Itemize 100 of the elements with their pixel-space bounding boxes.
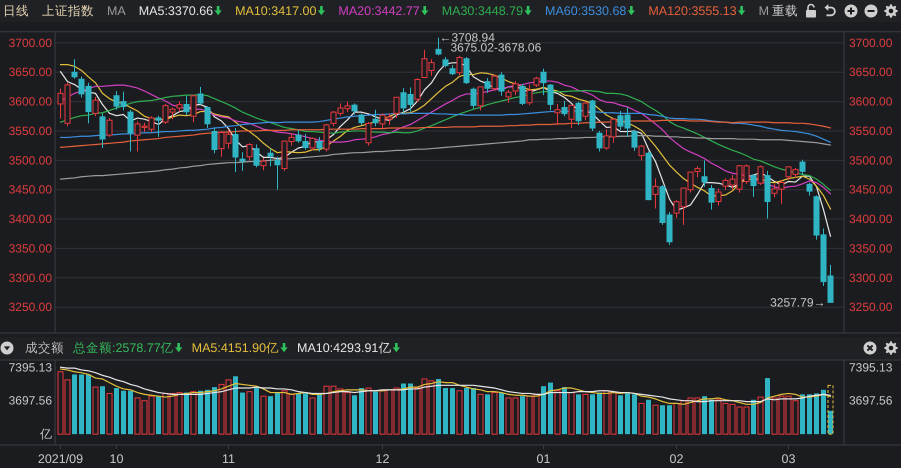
candlestick [190,94,196,123]
y-tick-label: 亿 [39,427,52,442]
text: MA120:3555.13 [648,4,737,18]
y-tick-label: 7395.13 [8,360,52,374]
candlestick [716,188,722,206]
bar [72,374,77,434]
candlestick [590,99,596,132]
y-tick-label: 3400.00 [8,212,52,226]
candlestick [414,78,420,102]
y2-tick-label: 3300.00 [849,270,893,285]
candlestick [470,87,476,110]
bar [758,396,764,435]
bar [275,392,280,434]
candlestick [366,122,372,146]
chart-title: 上证指数 [42,4,94,18]
y2-tick-label: 7395.13 [849,360,893,374]
text: MA5:3370.66 [138,4,214,18]
bar [548,382,553,434]
candlestick [394,96,400,119]
bar [359,388,364,434]
text: MA5:4151.90亿 [192,341,280,355]
bar [303,393,308,434]
y2-tick-label: 3500.00 [849,153,893,168]
bar [597,392,602,434]
y2-tick-label: 3700.00 [849,36,893,50]
candlestick [540,68,546,96]
bar [807,394,812,434]
candlestick [498,72,504,96]
y-tick-label: 3700.00 [8,36,52,50]
bar [100,386,105,434]
y2-tick-label: 3650.00 [849,65,893,80]
bar [478,394,484,435]
candlestick [758,165,764,186]
bar [401,384,406,434]
candlestick [596,130,602,152]
x-tick-label: 10 [110,452,124,466]
bar [86,374,91,434]
bar [702,396,707,434]
legend-title: MA [107,4,126,18]
candlestick [646,151,652,201]
candlestick [526,84,532,106]
candlestick [176,101,182,112]
y2-tick-label: 3400.00 [849,212,893,226]
x-tick-label: 01 [536,452,550,466]
y-tick-label: 3350.00 [8,241,52,256]
candlestick [100,112,106,148]
text: M [758,4,770,18]
candlestick [632,129,638,152]
candlestick [520,83,526,106]
annotation: 3675.02-3678.06 [450,40,542,55]
candlestick [436,37,442,56]
candlestick [576,101,582,126]
x-tick-label: 2021/09 [38,452,84,466]
y-tick-label: 3697.56 [8,394,52,408]
bar [92,386,98,435]
candlestick [478,86,484,111]
candlestick [358,112,364,126]
x-tick-label: 11 [222,452,236,466]
bar [106,392,112,435]
candlestick [582,101,588,121]
bar [246,391,252,435]
candlestick [562,100,568,117]
bar [254,388,259,434]
candlestick [708,184,714,210]
bar [652,404,658,435]
bar [471,388,476,434]
candlestick [372,109,378,127]
candlestick [534,76,540,88]
bar [260,396,266,435]
candlestick [450,64,456,76]
candlestick [128,109,134,152]
x-tick-label: 12 [376,452,390,466]
y-tick-label: 3500.00 [8,153,52,168]
bar [366,388,372,435]
candlestick [260,157,266,171]
x-tick-label: 02 [670,452,684,466]
bar [268,396,273,434]
candlestick [184,95,190,116]
y-tick-label: 3300.00 [8,270,52,285]
line-series [60,135,832,180]
bar [485,394,490,434]
candlestick [702,160,708,188]
candlestick [638,144,644,161]
text: MA20:3442.77 [338,4,420,18]
candlestick [464,56,470,84]
candlestick [106,118,112,138]
candlestick [806,182,812,196]
bar [456,390,462,435]
candlestick [232,128,238,173]
candlestick [72,58,78,80]
y2-tick-label: 3350.00 [849,241,893,256]
candlestick [204,106,210,129]
bar [582,394,588,435]
bar [121,390,126,434]
candlestick [240,152,246,172]
bar [198,390,203,434]
bar [576,394,581,434]
bar [638,402,644,435]
candlestick [212,126,218,154]
bar [632,394,637,434]
